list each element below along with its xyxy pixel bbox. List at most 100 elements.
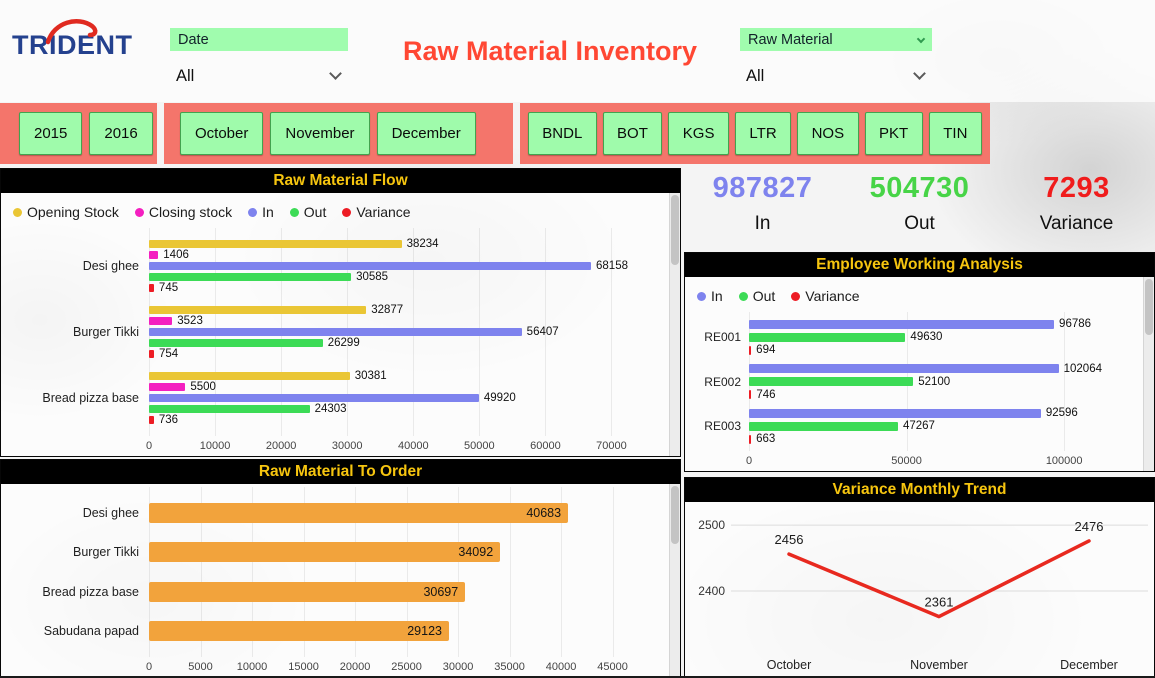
month-filter-button-october[interactable]: October: [180, 112, 264, 155]
bar-closing-stock[interactable]: [149, 251, 159, 260]
category-label: Sabudana papad: [43, 624, 139, 639]
bar-variance[interactable]: [149, 350, 154, 358]
bar-to-order[interactable]: 30697: [149, 581, 466, 602]
bar-row: 30381: [149, 370, 628, 382]
bar-to-order[interactable]: 34092: [149, 542, 501, 563]
bar-row: 754: [149, 348, 628, 360]
bar-value-label: 3523: [177, 315, 203, 327]
unit-filter-button-kgs[interactable]: KGS: [668, 112, 729, 155]
legend-item-variance[interactable]: Variance: [342, 204, 411, 220]
legend-item-in[interactable]: In: [248, 204, 274, 220]
axis-tick-label: 10000: [199, 440, 231, 452]
bar-out[interactable]: [149, 273, 352, 282]
x-axis: 0 5000 10000 15000 20000 25000 30000 35000 40000…: [146, 657, 628, 675]
bar-row: 24303: [149, 403, 628, 415]
unit-filter-button-ltr[interactable]: LTR: [734, 112, 792, 155]
bar-variance[interactable]: [749, 345, 752, 355]
data-point-label: 2476: [1075, 519, 1104, 534]
legend-item-in[interactable]: In: [697, 288, 723, 304]
vertical-scrollbar[interactable]: [669, 193, 680, 456]
bar-opening-stock[interactable]: [149, 240, 402, 249]
bar-variance[interactable]: [749, 390, 752, 399]
bar-value-label: 32877: [371, 304, 404, 316]
x-axis-category-label: October: [767, 658, 811, 672]
axis-tick-label: 20000: [339, 661, 371, 673]
chevron-down-icon: [329, 67, 342, 80]
top-header: TRIDENT Date All Raw Material Inventory …: [0, 0, 1155, 102]
kpi-variance-label: Variance: [1039, 213, 1114, 234]
year-filter-button-2015[interactable]: 2015: [19, 112, 83, 155]
axis-tick-label: 30000: [331, 440, 363, 452]
month-filter-button-december[interactable]: December: [376, 112, 476, 155]
bar-row: 694: [749, 344, 1102, 357]
legend-item-out[interactable]: Out: [289, 204, 326, 220]
kpi-in: 987827 In: [684, 172, 841, 250]
scrollbar-thumb[interactable]: [1145, 279, 1153, 335]
kpi-variance: 7293 Variance: [998, 172, 1155, 250]
bar-in[interactable]: [149, 393, 479, 402]
unit-filter-button-bot[interactable]: BOT: [602, 112, 663, 155]
bar-opening-stock[interactable]: [149, 306, 367, 314]
legend-item-opening-stock[interactable]: Opening Stock: [13, 204, 119, 220]
bar-plot-area: RE001 96786 49630 694 RE002 102064 52100 746 RE0…: [693, 312, 1102, 451]
variance-trend-line[interactable]: [787, 539, 1091, 619]
logo-text: TRIDENT: [12, 30, 133, 60]
year-filter-button-2016[interactable]: 2016: [89, 112, 153, 155]
bar-in[interactable]: [749, 364, 1059, 373]
unit-filter-button-bndl[interactable]: BNDL: [528, 112, 597, 155]
unit-filter-button-pkt[interactable]: PKT: [864, 112, 923, 155]
axis-tick-label: 40000: [397, 440, 429, 452]
bar-row: 102064: [749, 362, 1102, 375]
scrollbar-thumb[interactable]: [671, 195, 679, 265]
bar-value-label: 102064: [1063, 362, 1102, 375]
date-slicer-dropdown[interactable]: All: [170, 62, 348, 90]
bar-value-label: 29123: [407, 624, 442, 639]
bar-group: Desi ghee 38234 1406 68158 30585 745: [9, 238, 628, 294]
bar-out[interactable]: [149, 339, 323, 347]
unit-filter-button-tin[interactable]: TIN: [928, 112, 982, 155]
vertical-scrollbar[interactable]: [1143, 277, 1154, 471]
bar-out[interactable]: [749, 332, 906, 342]
bar-closing-stock[interactable]: [149, 382, 186, 391]
bar-cluster: 29123: [149, 617, 628, 645]
bar-group: Bread pizza base 30381 5500 49920 24303 736: [9, 370, 628, 426]
bar-row: 5500: [149, 381, 628, 393]
axis-tick-label: 0: [145, 440, 153, 452]
chevron-down-icon: [913, 67, 926, 80]
bar-in[interactable]: [149, 328, 522, 336]
unit-filter-button-nos[interactable]: NOS: [797, 112, 859, 155]
month-filter-button-november[interactable]: November: [270, 112, 370, 155]
legend-item-variance[interactable]: Variance: [791, 288, 859, 304]
legend-item-out[interactable]: Out: [738, 288, 775, 304]
bar-variance[interactable]: [149, 284, 154, 293]
bar-in[interactable]: [149, 262, 592, 271]
bar-value-label: 1406: [163, 249, 189, 262]
bar-variance[interactable]: [749, 434, 752, 444]
trident-logo: TRIDENT: [12, 19, 152, 78]
data-point-label: 2456: [775, 532, 804, 547]
kpi-in-value: 987827: [712, 172, 813, 204]
bar-value-label: 26299: [327, 337, 360, 349]
legend-label: Variance: [805, 288, 860, 304]
bar-out[interactable]: [149, 404, 310, 413]
axis-tick-label: 60000: [530, 440, 561, 452]
bar-to-order[interactable]: 29123: [149, 621, 449, 642]
chevron-down-icon[interactable]: [916, 34, 926, 43]
bar-in[interactable]: [749, 319, 1055, 329]
legend-dot: [248, 207, 258, 217]
scrollbar-thumb[interactable]: [671, 486, 679, 544]
bar-out[interactable]: [749, 377, 914, 386]
bar-cluster: 32877 3523 56407 26299 754: [149, 304, 628, 360]
bar-value-label: 92596: [1045, 407, 1078, 419]
employee-working-analysis-title: Employee Working Analysis: [685, 253, 1154, 277]
bar-plot-area: Desi ghee 38234 1406 68158 30585 745 Burger Ti…: [9, 228, 628, 436]
bar-closing-stock[interactable]: [149, 317, 173, 325]
bar-in[interactable]: [749, 408, 1041, 418]
bar-opening-stock[interactable]: [149, 371, 350, 380]
bar-to-order[interactable]: 40683: [149, 502, 569, 523]
legend-item-closing-stock[interactable]: Closing stock: [134, 204, 232, 220]
material-slicer-dropdown[interactable]: All: [740, 62, 932, 90]
bar-out[interactable]: [749, 421, 898, 431]
bar-variance[interactable]: [149, 415, 154, 424]
vertical-scrollbar[interactable]: [669, 484, 680, 676]
